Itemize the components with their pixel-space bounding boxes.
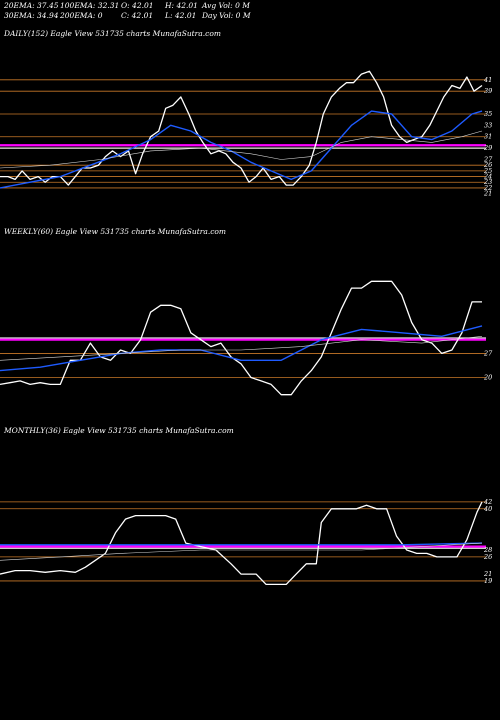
monthly-tick-label: 42 (483, 498, 492, 506)
daily-tick-label: 21 (483, 190, 492, 198)
monthly-tick-label: 28 (483, 546, 492, 554)
weekly-ema-line (0, 336, 483, 361)
daily-ema-line (0, 130, 483, 169)
weekly-panel-label: WEEKLY(60) Eagle View 531735 charts Muna… (4, 227, 227, 236)
monthly-tick-label: 26 (483, 553, 492, 561)
daily-tick-label: 29 (483, 144, 492, 152)
daily-tick-label: 27 (483, 155, 493, 163)
daily-tick-label: 26 (483, 161, 492, 169)
daily-panel-label: DAILY(152) Eagle View 531735 charts Muna… (4, 29, 221, 38)
daily-tick-label: 41 (483, 76, 492, 84)
header-ema100: 100EMA: 32.31 (60, 1, 120, 10)
daily-tick-label: 35 (484, 110, 492, 118)
monthly-tick-label: 40 (483, 505, 492, 513)
header-day-vol: Day Vol: 0 M (202, 11, 251, 20)
daily-tick-label: 25 (483, 167, 492, 175)
monthly-ema-line (0, 542, 483, 546)
header-open: O: 42.01 (121, 1, 154, 10)
header-ema200: 200EMA: 0 (60, 11, 103, 20)
monthly-ema-line (0, 542, 483, 561)
daily-price-line (0, 70, 483, 186)
header-high: H: 42.01 (165, 1, 198, 10)
monthly-panel-label: MONTHLY(36) Eagle View 531735 charts Mun… (4, 426, 234, 435)
monthly-tick-label: 19 (484, 577, 492, 585)
header-avg-vol: Avg Vol: 0 M (202, 1, 250, 10)
monthly-tick-label: 21 (483, 570, 492, 578)
weekly-chart: 27 20 (0, 280, 493, 396)
weekly-ema-line (0, 325, 483, 372)
weekly-tick-label: 27 (483, 349, 493, 357)
header-ema30: 30EMA: 34.94 (4, 11, 59, 20)
daily-tick-label: 22 (483, 184, 492, 192)
daily-tick-label: 24 (483, 173, 492, 181)
header-close: C: 42.01 (121, 11, 154, 20)
daily-tick-label: 39 (484, 87, 492, 95)
monthly-price-line (0, 501, 483, 586)
daily-tick-label: 33 (484, 121, 492, 129)
weekly-tick-label: 20 (483, 374, 492, 382)
daily-tick-label: 31 (484, 133, 492, 141)
header-ema20: 20EMA: 37.45 (4, 1, 59, 10)
daily-tick-label: 23 (483, 178, 492, 186)
header-low: L: 42.01 (165, 11, 197, 20)
